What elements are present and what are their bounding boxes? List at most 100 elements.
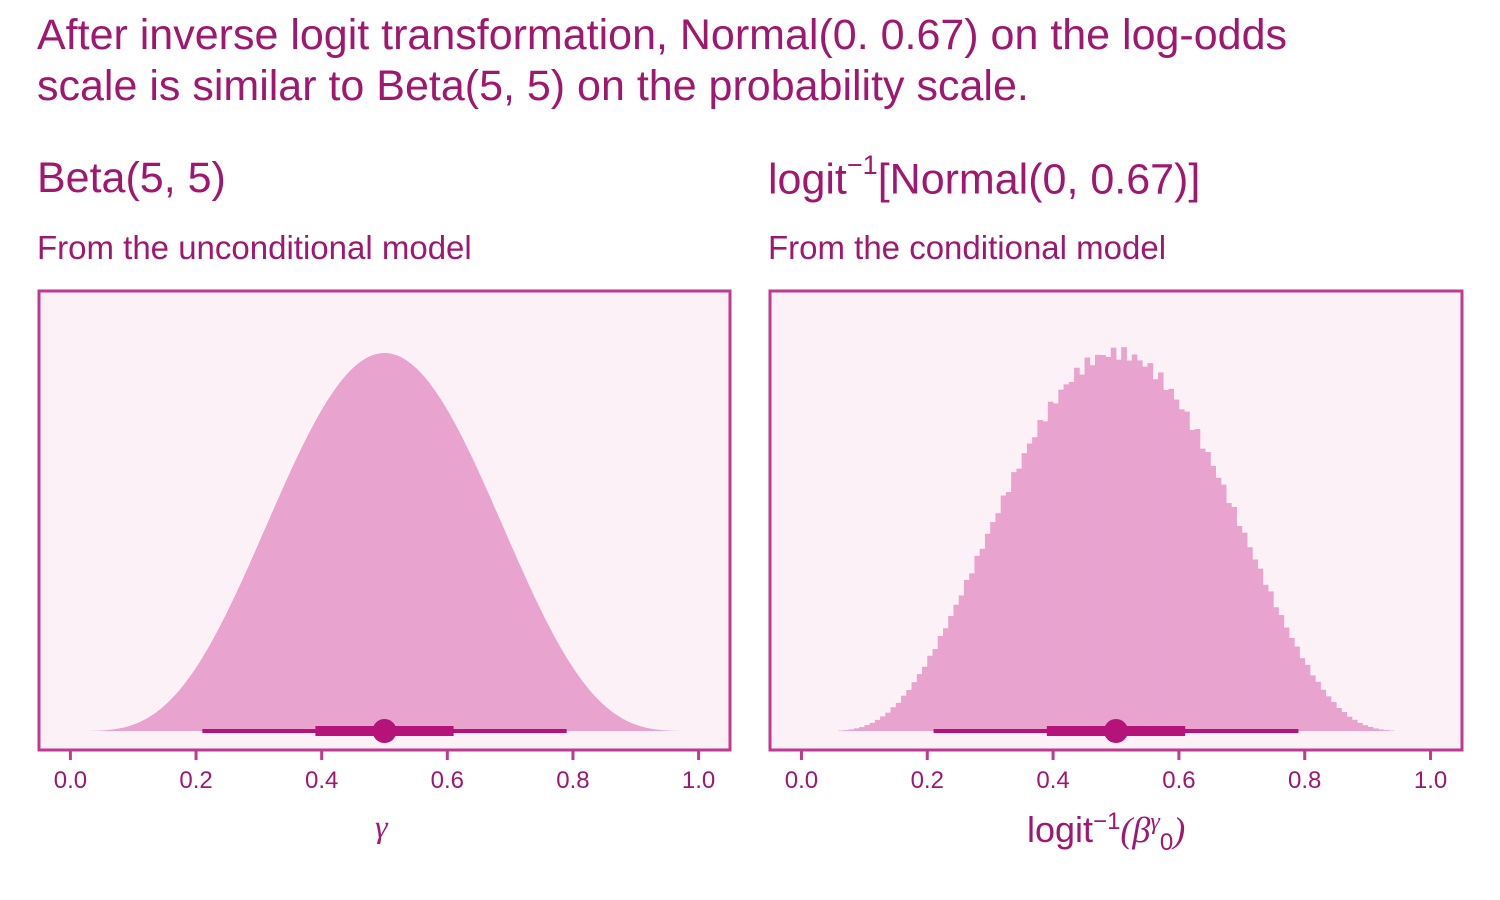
right-x-axis-label: logit−1(βγ0) [1027, 808, 1185, 857]
histogram-bar [1378, 729, 1384, 731]
x-tick-label: 0.6 [1162, 767, 1195, 794]
histogram-bar [864, 725, 870, 731]
histogram-bar [1278, 615, 1285, 731]
xlabel-open-paren: ( [1120, 810, 1133, 850]
histogram-bar [937, 636, 944, 731]
histogram-bar [1309, 675, 1316, 731]
histogram-bar [1294, 646, 1300, 731]
histogram-bar [1247, 547, 1253, 731]
histogram-bar [1304, 664, 1311, 731]
histogram-bar [1362, 725, 1369, 731]
histogram-bar [979, 548, 986, 731]
histogram-bar [1215, 477, 1222, 731]
histogram-bar [1273, 607, 1279, 731]
histogram-bar [1173, 399, 1180, 731]
histogram-bar [1283, 627, 1290, 731]
histogram-bar [1053, 403, 1059, 731]
histogram-bar [1357, 722, 1363, 731]
histogram-bar [1084, 357, 1091, 731]
histogram-bar [953, 604, 960, 731]
histogram-bar [974, 555, 981, 731]
histogram-bar [1152, 379, 1159, 731]
left-x-axis-label: γ [375, 808, 388, 845]
histogram-bar [963, 579, 970, 731]
histogram-bar [1289, 637, 1295, 731]
x-tick-label: 0.2 [179, 767, 212, 794]
x-tick-label: 0.8 [556, 767, 589, 794]
histogram-bar [1026, 443, 1033, 731]
histogram-bar [885, 712, 891, 731]
x-tick-label: 1.0 [682, 767, 715, 794]
histogram-bar [1157, 372, 1164, 731]
histogram-bar [1142, 366, 1148, 731]
x-tick-label: 1.0 [1414, 767, 1447, 794]
histogram-bar [1063, 384, 1070, 731]
x-tick-label: 0.4 [305, 767, 338, 794]
x-tick-label: 0.0 [54, 767, 87, 794]
gamma-symbol: γ [375, 808, 388, 844]
histogram-bar [890, 707, 897, 731]
histogram-bar [1016, 468, 1023, 731]
histogram-bar [1089, 365, 1096, 731]
histogram-bar [906, 690, 912, 731]
x-tick-label: 0.8 [1288, 767, 1321, 794]
histogram-bar [932, 648, 939, 731]
histogram-bar [1346, 716, 1353, 731]
histogram-bar [1372, 728, 1379, 731]
right-title-rest: [Normal(0, 0.67)] [877, 155, 1201, 204]
histogram-bar [1351, 719, 1358, 731]
histogram-bar [1116, 359, 1122, 731]
histogram-bar [1320, 689, 1327, 731]
histogram-bar [1110, 347, 1117, 731]
figure-title-line-2: scale is similar to Beta(5, 5) on the pr… [37, 62, 1029, 110]
histogram-bar [1262, 584, 1269, 731]
xlabel-beta: β [1132, 810, 1151, 850]
histogram-bar [1194, 429, 1201, 731]
left-panel-title: Beta(5, 5) [37, 154, 226, 202]
histogram-bar [1241, 532, 1248, 731]
histogram-bar [995, 513, 1002, 731]
histogram-bar [1037, 420, 1043, 731]
right-title-exponent: −1 [846, 150, 878, 180]
histogram-bar [1005, 492, 1012, 731]
histogram-bar [1095, 354, 1101, 731]
histogram-bar [1100, 355, 1106, 731]
density-area [70, 353, 699, 731]
left-panel-plot: 0.0 0.2 0.4 0.6 0.8 1.0 [37, 289, 732, 794]
histogram-bar [1231, 506, 1237, 731]
figure-title-line-1: After inverse logit transformation, Norm… [37, 11, 1287, 59]
histogram-bar [1074, 367, 1080, 731]
xlabel-exponent: −1 [1093, 808, 1121, 835]
histogram-bar [1325, 696, 1332, 731]
histogram-bar [1252, 559, 1258, 731]
histogram-bar [1068, 381, 1075, 731]
histogram-bar [911, 682, 918, 731]
histogram-bar [1032, 437, 1038, 731]
histogram-bar [1136, 360, 1143, 731]
histogram-bar [1000, 495, 1007, 731]
right-panel-subtitle: From the conditional model [768, 229, 1167, 266]
histogram-bar [1163, 389, 1169, 731]
histogram-bar [984, 533, 991, 731]
right-panel-plot: 0.0 0.2 0.4 0.6 0.8 1.0 [768, 289, 1464, 794]
x-tick-label: 0.6 [431, 767, 464, 794]
histogram-bar [1047, 401, 1054, 731]
histogram-bar [1383, 730, 1389, 731]
histogram-bar [1011, 472, 1017, 731]
histogram-bar [1199, 448, 1206, 731]
histogram-bar [1336, 708, 1342, 731]
histogram-bar [916, 674, 923, 731]
histogram-bar [1367, 726, 1374, 731]
histogram-bar [927, 655, 933, 731]
histogram-bar [1079, 374, 1085, 731]
median-point [372, 719, 397, 743]
histogram-bar [1042, 421, 1049, 731]
histogram-bar [1189, 430, 1196, 731]
histogram-bar [1105, 356, 1112, 731]
histogram-bar [1131, 354, 1138, 731]
histogram-bar [843, 730, 850, 731]
histogram-bar [1315, 681, 1321, 731]
histogram-bar [1205, 452, 1211, 731]
figure-title: After inverse logit transformation, Norm… [37, 10, 1477, 112]
